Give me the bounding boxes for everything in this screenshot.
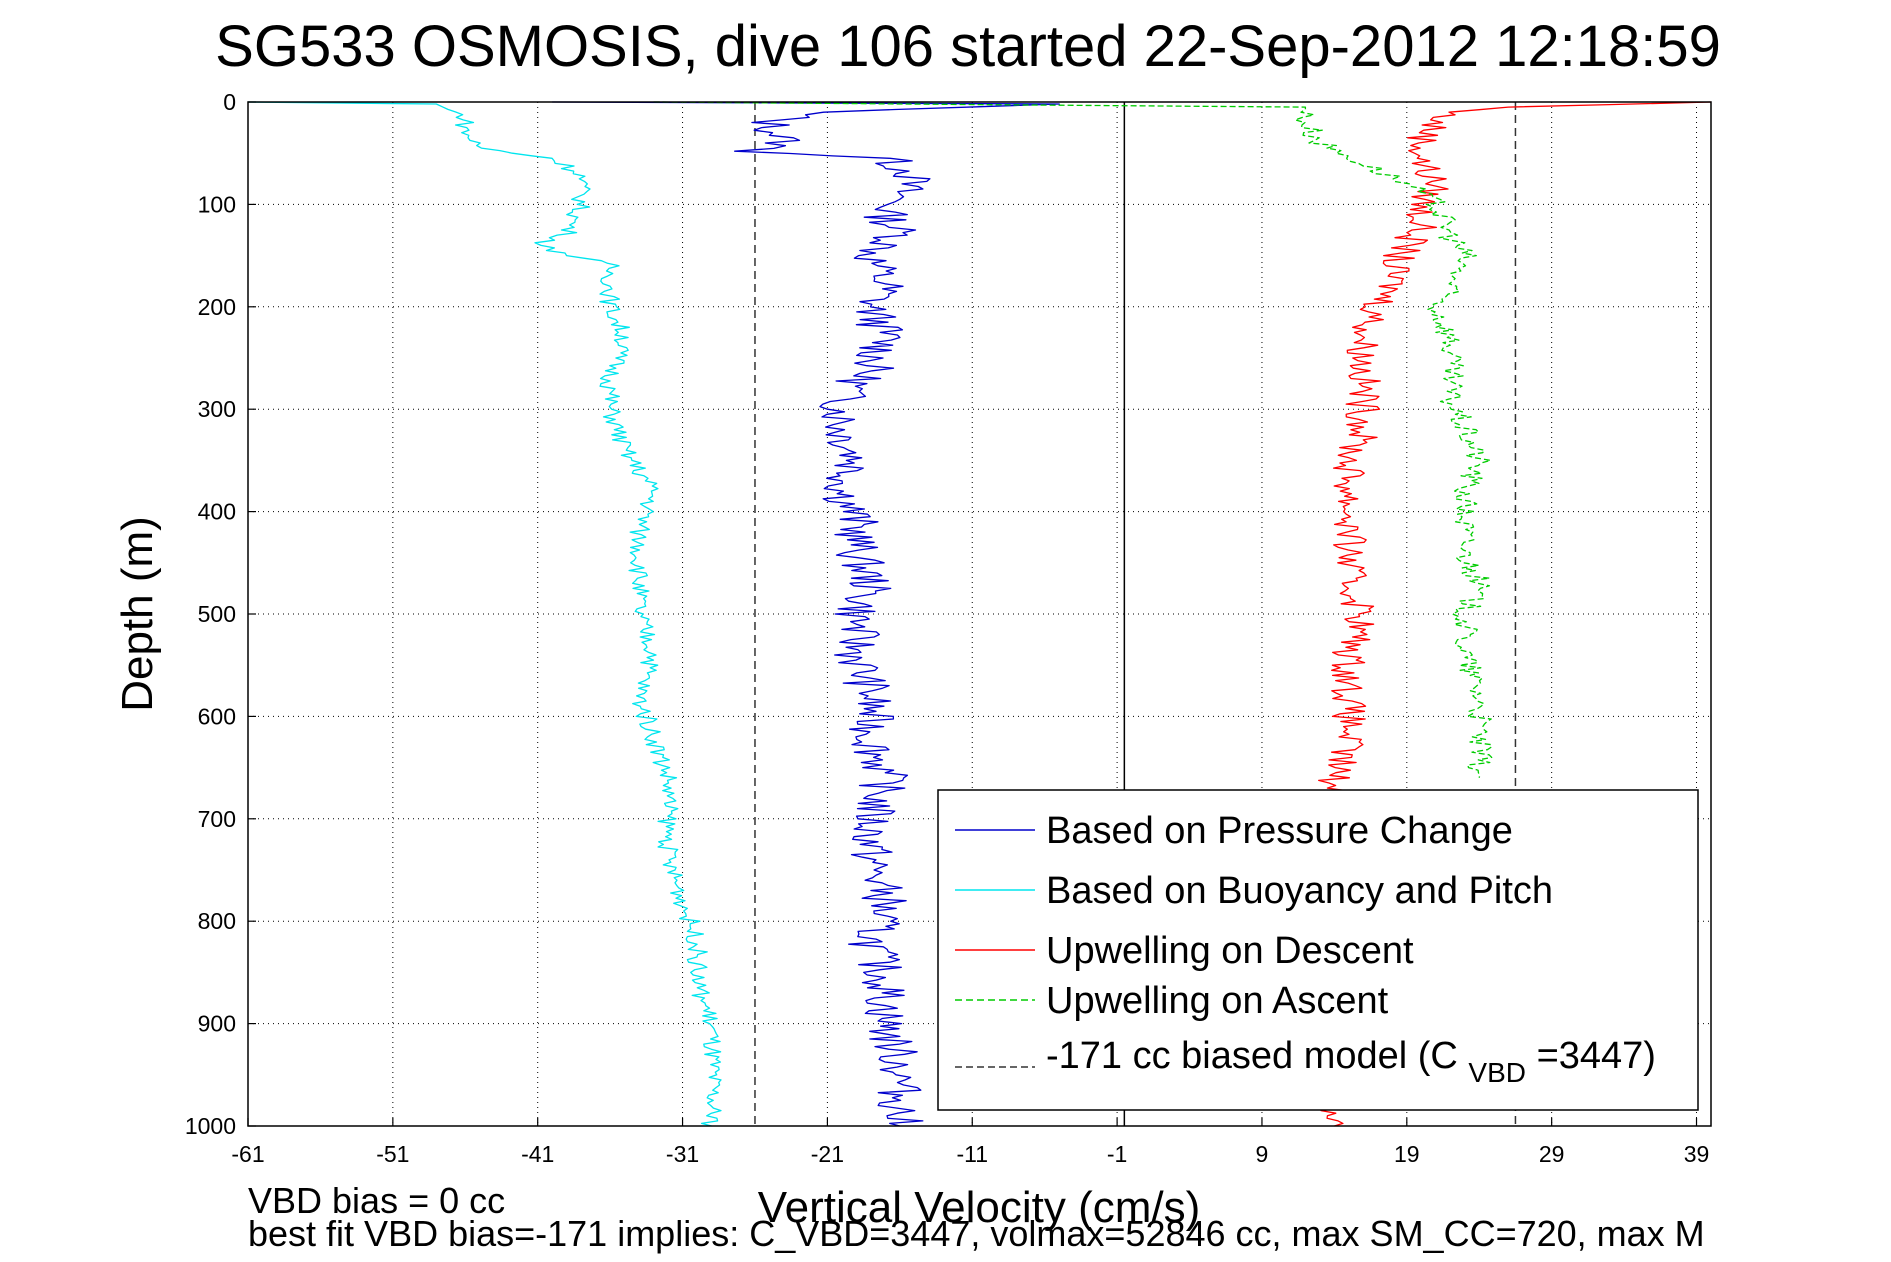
y-tick-label: 500 xyxy=(198,601,236,627)
legend-box xyxy=(937,789,1699,1111)
y-axis-label: Depth (m) xyxy=(113,516,162,712)
annotation-vbd-bias: VBD bias = 0 cc xyxy=(248,1180,505,1221)
x-tick-label: -51 xyxy=(376,1141,409,1167)
x-tick-label: -21 xyxy=(811,1141,844,1167)
series-line-based-on-pressure-change xyxy=(552,101,1060,1127)
y-tick-label: 300 xyxy=(198,396,236,422)
series-line-upwelling-on-ascent xyxy=(653,101,1493,778)
y-tick-label: 0 xyxy=(223,89,236,115)
y-tick-label: 900 xyxy=(198,1011,236,1037)
x-axis-ticks: -61 -51 -41 -31 -21 -11 -1 9 19 29 39 xyxy=(231,1118,1709,1167)
x-tick-label: 9 xyxy=(1256,1141,1269,1167)
y-tick-label: 400 xyxy=(198,499,236,525)
y-tick-label: 800 xyxy=(198,908,236,934)
x-tick-label: -1 xyxy=(1107,1141,1127,1167)
x-tick-label: -61 xyxy=(231,1141,264,1167)
x-tick-label: -41 xyxy=(521,1141,554,1167)
x-tick-label: 19 xyxy=(1394,1141,1420,1167)
x-tick-label: -11 xyxy=(956,1141,988,1167)
y-tick-label: 1000 xyxy=(185,1113,236,1139)
grid-lines xyxy=(248,102,1711,1126)
y-tick-label: 200 xyxy=(198,294,236,320)
legend-label-biased-model-prefix: -171 cc biased model (C xyxy=(1046,1035,1458,1077)
legend-label-biased-model: -171 cc biased model (C VBD =3447) xyxy=(1046,1035,1656,1091)
x-tick-label: 29 xyxy=(1539,1141,1565,1167)
annotation-best-fit: best fit VBD bias=-171 implies: C_VBD=34… xyxy=(248,1213,1705,1254)
chart-title: SG533 OSMOSIS, dive 106 started 22-Sep-2… xyxy=(215,14,1721,79)
legend-label-upwelling-ascent: Upwelling on Ascent xyxy=(1046,980,1389,1022)
legend: Based on Pressure Change Based on Buoyan… xyxy=(937,789,1699,1111)
y-tick-label: 100 xyxy=(198,191,236,217)
legend-label-biased-model-suffix: =3447) xyxy=(1537,1035,1656,1077)
series-line-based-on-buoyancy-and-pitch xyxy=(247,101,722,1127)
x-tick-label: -31 xyxy=(666,1141,699,1167)
y-tick-label: 600 xyxy=(198,703,236,729)
legend-label-biased-model-subscript: VBD xyxy=(1468,1057,1526,1088)
y-tick-label: 700 xyxy=(198,806,236,832)
x-axis-label: Vertical Velocity (cm/s) xyxy=(758,1183,1201,1232)
legend-label-pressure-change: Based on Pressure Change xyxy=(1046,810,1513,852)
legend-label-buoyancy-pitch: Based on Buoyancy and Pitch xyxy=(1046,870,1553,912)
y-axis-ticks: 0 100 200 300 400 500 600 700 800 900 1000 xyxy=(185,89,256,1139)
x-tick-label: 39 xyxy=(1684,1141,1710,1167)
legend-label-upwelling-descent: Upwelling on Descent xyxy=(1046,930,1414,972)
